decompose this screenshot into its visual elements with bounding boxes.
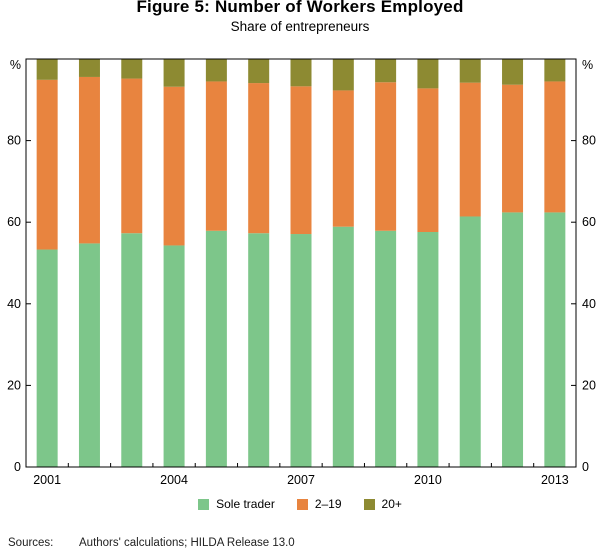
x-tick-label-2001: 2001 <box>33 473 61 487</box>
bar-segment-2-19-2010 <box>417 88 439 232</box>
bar-segment-sole-trader-2012 <box>502 212 524 467</box>
y-tick-label-right: 80 <box>582 134 596 148</box>
y-unit-label-left: % <box>10 58 21 72</box>
bar-segment-20--2004 <box>163 59 185 87</box>
bar-segment-20--2012 <box>502 59 524 85</box>
bar-segment-2-19-2002 <box>78 76 100 244</box>
y-tick-label-right: 0 <box>582 460 589 474</box>
legend-label: Sole trader <box>216 497 275 511</box>
bar-segment-2-19-2006 <box>248 83 270 234</box>
legend-swatch <box>296 498 308 510</box>
chart-legend: Sole trader 2–19 20+ <box>0 497 600 511</box>
legend-item-2-19: 2–19 <box>296 497 342 511</box>
bar-segment-sole-trader-2002 <box>78 243 100 467</box>
y-tick-label-left: 80 <box>7 134 21 148</box>
bar-segment-20--2005 <box>205 59 227 82</box>
chart-title: Figure 5: Number of Workers Employed <box>136 0 464 16</box>
y-tick-label-right: 20 <box>582 378 596 392</box>
x-tick-label-2007: 2007 <box>287 473 315 487</box>
y-tick-label-left: 60 <box>7 215 21 229</box>
bar-segment-2-19-2005 <box>205 81 227 231</box>
y-tick-label-right: 40 <box>582 297 596 311</box>
bar-segment-sole-trader-2011 <box>459 216 481 467</box>
bar-segment-20--2010 <box>417 59 439 89</box>
bar-segment-2-19-2003 <box>121 78 143 234</box>
bar-segment-sole-trader-2007 <box>290 234 312 467</box>
bar-segment-20--2008 <box>332 59 354 91</box>
bar-segment-sole-trader-2006 <box>248 233 270 467</box>
y-tick-label-left: 20 <box>7 378 21 392</box>
bar-segment-2-19-2009 <box>375 82 397 231</box>
bar-segment-20--2001 <box>36 59 58 80</box>
x-tick-label-2013: 2013 <box>541 473 569 487</box>
bar-segment-sole-trader-2005 <box>205 230 227 467</box>
y-tick-label-right: 60 <box>582 215 596 229</box>
bar-segment-20--2003 <box>121 59 143 79</box>
bar-segment-20--2002 <box>78 59 100 77</box>
legend-label: 20+ <box>381 497 402 511</box>
bar-segment-sole-trader-2010 <box>417 231 439 467</box>
plot-frame <box>25 58 577 468</box>
bar-segment-2-19-2004 <box>163 86 185 246</box>
legend-label: 2–19 <box>314 497 342 511</box>
bar-segment-sole-trader-2001 <box>36 249 58 467</box>
y-tick-label-left: 0 <box>14 460 21 474</box>
bar-segment-2-19-2007 <box>290 86 312 235</box>
legend-item-sole-trader: Sole trader <box>198 497 275 511</box>
bar-segment-2-19-2008 <box>332 90 354 227</box>
bar-segment-sole-trader-2009 <box>375 230 397 467</box>
bar-segment-2-19-2011 <box>459 82 481 217</box>
bar-segment-2-19-2001 <box>36 79 58 250</box>
sources-note: Sources: Authors' calculations; HILDA Rel… <box>8 537 295 549</box>
legend-swatch <box>198 498 210 510</box>
sources-text: Authors' calculations; HILDA Release 13.… <box>79 537 295 549</box>
bar-segment-sole-trader-2013 <box>544 212 566 467</box>
x-tick-label-2004: 2004 <box>160 473 188 487</box>
bar-segment-20--2007 <box>290 59 312 87</box>
bar-segment-2-19-2012 <box>502 84 524 213</box>
bar-segment-sole-trader-2008 <box>332 226 354 467</box>
y-unit-label-right: % <box>582 58 593 72</box>
bar-segment-20--2006 <box>248 59 270 84</box>
chart-subtitle: Share of entrepreneurs <box>230 19 370 34</box>
x-tick-label-2010: 2010 <box>414 473 442 487</box>
bar-segment-20--2009 <box>375 59 397 83</box>
bar-segment-2-19-2013 <box>544 81 566 213</box>
legend-swatch <box>363 498 375 510</box>
bar-segment-sole-trader-2003 <box>121 233 143 467</box>
legend-item-20-plus: 20+ <box>363 497 402 511</box>
bar-segment-20--2011 <box>459 59 481 83</box>
sources-label: Sources: <box>8 537 54 549</box>
bar-segment-sole-trader-2004 <box>163 245 185 467</box>
y-tick-label-left: 40 <box>7 297 21 311</box>
bar-segment-20--2013 <box>544 59 566 82</box>
